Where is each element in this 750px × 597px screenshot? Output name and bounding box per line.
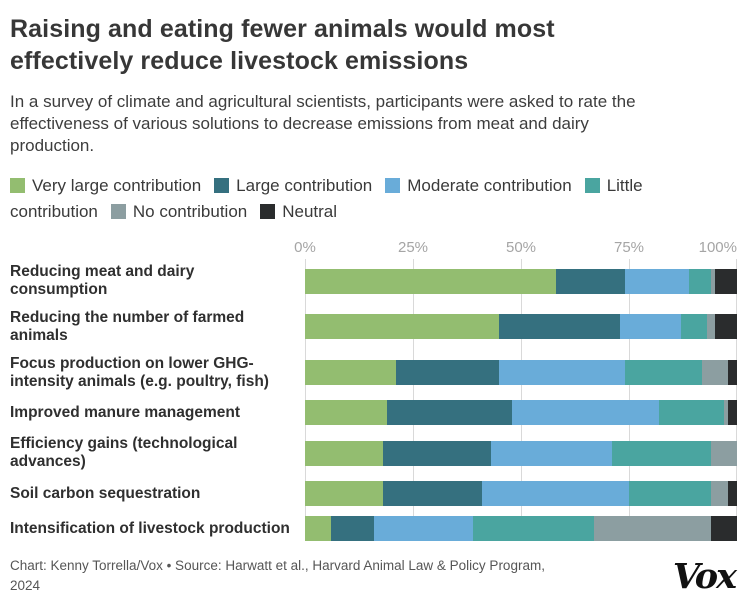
- gridlines: [305, 259, 737, 541]
- footer: Chart: Kenny Torrella/Vox • Source: Harw…: [10, 556, 737, 597]
- bar-segment: [728, 360, 737, 386]
- axis-tick-label: 50%: [505, 239, 537, 257]
- category-label: Focus production on lower GHG- intensity…: [10, 354, 269, 390]
- bar-segment: [382, 440, 491, 466]
- legend-item: No contribution: [110, 202, 248, 222]
- category-label: Improved manure management: [10, 403, 240, 421]
- bar-segment: [624, 268, 690, 294]
- stacked-bar: [305, 440, 737, 466]
- axis-tick-label: 0%: [294, 239, 316, 257]
- axis-tick-label: 100%: [698, 239, 737, 257]
- chart-area: Reducing meat and dairy consumption Reduc…: [10, 259, 737, 541]
- bar-segment: [382, 480, 483, 506]
- bar-segment: [711, 268, 716, 294]
- bar-segment: [499, 360, 625, 386]
- legend-swatch-icon: [10, 177, 25, 193]
- bar-segment: [724, 400, 729, 426]
- bar-segment: [594, 515, 712, 541]
- axis-tick-label: 75%: [613, 239, 645, 257]
- bar-segment: [305, 440, 383, 466]
- bar-segment: [512, 400, 660, 426]
- legend: Very large contribution Large contributio…: [10, 173, 737, 226]
- bar-segment: [711, 480, 729, 506]
- stacked-bar: [305, 268, 737, 294]
- gridline: [736, 259, 737, 541]
- legend-item: Moderate contribution: [385, 175, 572, 195]
- bar-segment: [728, 400, 737, 426]
- category-label: Reducing meat and dairy consumption: [10, 263, 195, 299]
- gridline: [521, 259, 522, 541]
- legend-label: Little contribution: [10, 175, 643, 222]
- gridline: [413, 259, 414, 541]
- x-axis: 0% 25% 50% 75% 100%: [294, 239, 737, 257]
- bar-segment: [499, 314, 621, 340]
- bar-segment: [305, 314, 500, 340]
- legend-label: Large contribution: [236, 175, 373, 195]
- category-label: Efficiency gains (technological advances…: [10, 435, 238, 471]
- bar-segment: [628, 480, 712, 506]
- gridline: [629, 259, 630, 541]
- bar-segment: [555, 268, 625, 294]
- bar-segment: [680, 314, 707, 340]
- axis-tick-label: 25%: [397, 239, 429, 257]
- stacked-bar: [305, 314, 737, 340]
- page-title: Raising and eating fewer animals would m…: [10, 15, 555, 75]
- bar-segment: [706, 314, 716, 340]
- legend-swatch-icon: [214, 177, 230, 193]
- legend-label: Moderate contribution: [407, 175, 572, 195]
- bar-segment: [702, 360, 729, 386]
- stacked-bar: [305, 480, 737, 506]
- bar-segment: [387, 400, 513, 426]
- bar-segment: [305, 480, 383, 506]
- bar-segment: [305, 515, 331, 541]
- stacked-bar: [305, 515, 737, 541]
- bar-segment: [659, 400, 725, 426]
- category-label: Reducing the number of farmed animals: [10, 309, 245, 344]
- chart-subtitle: In a survey of climate and agricultural …: [10, 91, 636, 155]
- bar-segment: [624, 360, 703, 386]
- bar-segment: [305, 400, 388, 426]
- legend-item: Little contribution: [10, 176, 643, 221]
- legend-swatch-icon: [260, 204, 276, 220]
- bar-segment: [711, 440, 737, 466]
- legend-swatch-icon: [110, 204, 126, 220]
- stacked-bar: [305, 400, 737, 426]
- legend-label: No contribution: [132, 202, 248, 222]
- chart-rows: Reducing meat and dairy consumption Reduc…: [10, 263, 737, 541]
- category-label: Soil carbon sequestration: [10, 484, 201, 502]
- bar-segment: [482, 480, 629, 506]
- bar-segment: [395, 360, 500, 386]
- legend-item: Large contribution: [214, 176, 372, 195]
- category-label: Intensification of livestock production: [10, 519, 290, 537]
- bar-segment: [305, 360, 396, 386]
- bar-segment: [689, 268, 712, 294]
- bar-segment: [715, 268, 737, 294]
- gridline: [305, 259, 306, 541]
- bar-segment: [711, 515, 737, 541]
- bar-segment: [374, 515, 474, 541]
- stacked-bar: [305, 360, 737, 386]
- legend-swatch-icon: [385, 177, 401, 193]
- bar-segment: [611, 440, 712, 466]
- bar-segment: [715, 314, 737, 340]
- legend-label: Neutral: [282, 202, 338, 222]
- source-credit: Chart: Kenny Torrella/Vox • Source: Harw…: [10, 558, 545, 594]
- bar-segment: [473, 515, 595, 541]
- bar-segment: [490, 440, 612, 466]
- bar-segment: [305, 268, 556, 294]
- legend-item: Very large contribution: [10, 176, 201, 195]
- vox-logo: Vox: [672, 555, 737, 597]
- legend-item: Neutral: [260, 202, 337, 221]
- bar-segment: [620, 314, 681, 340]
- legend-swatch-icon: [584, 177, 600, 193]
- bar-segment: [728, 480, 737, 506]
- bar-segment: [330, 515, 375, 541]
- legend-label: Very large contribution: [32, 175, 202, 195]
